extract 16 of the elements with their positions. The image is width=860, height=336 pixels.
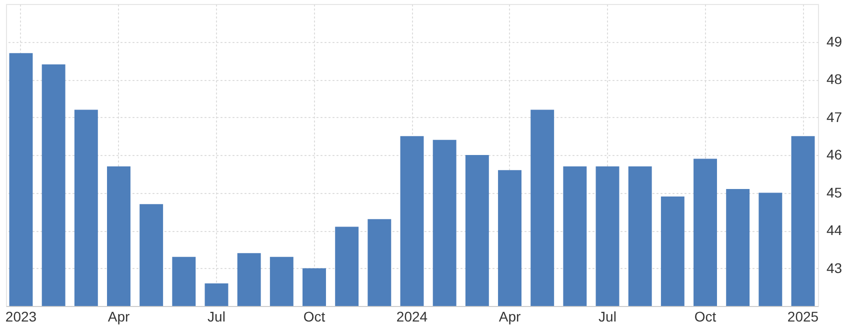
- x-tick-label: Jul: [598, 308, 616, 324]
- x-tick-label: 2024: [396, 308, 428, 324]
- x-tick-label: Jul: [208, 308, 226, 324]
- y-tick-label: 45: [826, 184, 842, 200]
- x-tick-label: Oct: [694, 308, 716, 324]
- y-tick-label: 48: [826, 71, 842, 87]
- y-tick-label: 43: [826, 260, 842, 276]
- y-tick-label: 49: [826, 33, 842, 50]
- x-tick-label: Apr: [108, 308, 130, 324]
- y-tick-label: 47: [826, 108, 842, 125]
- x-tick-label: 2025: [787, 308, 819, 324]
- y-tick-label: 46: [826, 146, 842, 162]
- y-tick-label: 44: [826, 222, 842, 238]
- x-tick-label: Apr: [498, 308, 521, 324]
- x-tick-label: 2023: [5, 308, 37, 324]
- x-tick-label: Oct: [303, 308, 326, 324]
